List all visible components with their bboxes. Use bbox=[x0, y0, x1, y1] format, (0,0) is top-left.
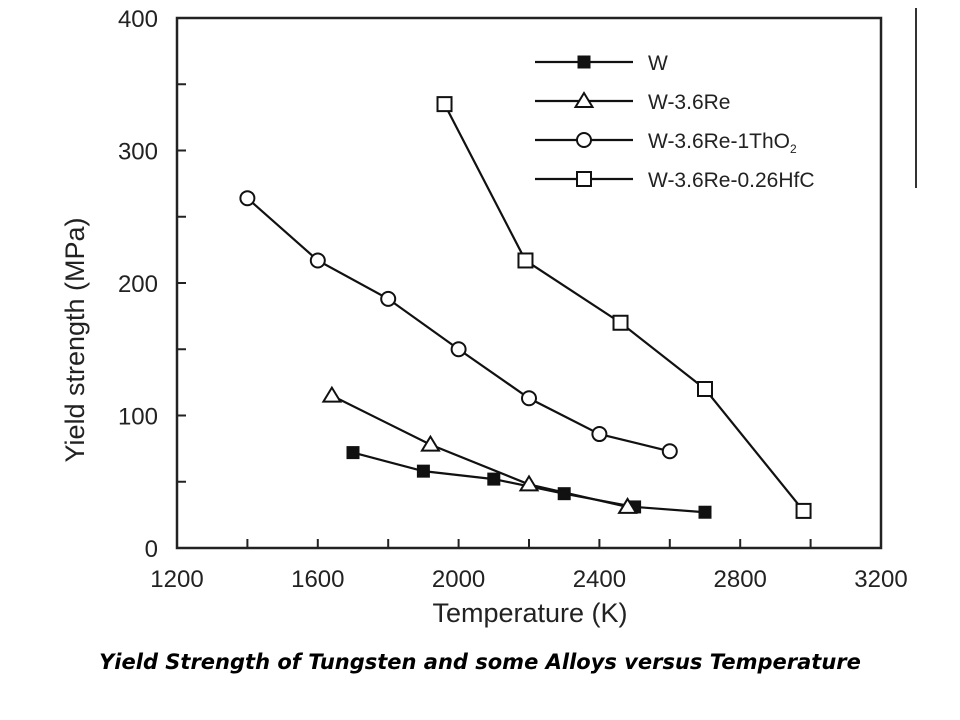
data-point bbox=[591, 426, 608, 443]
series-2 bbox=[321, 385, 638, 514]
data-point bbox=[239, 190, 256, 207]
data-point bbox=[661, 443, 678, 460]
series-line bbox=[331, 394, 628, 508]
data-point bbox=[795, 502, 812, 519]
legend-subscript: 2 bbox=[790, 142, 797, 156]
data-point bbox=[617, 496, 638, 514]
legend-item: W-3.6Re bbox=[535, 91, 730, 114]
axis-ticks: 1200 1600 2000 2400 2800 3200 0 100 200 300 400 bbox=[118, 6, 908, 593]
data-point bbox=[380, 290, 397, 307]
data-point bbox=[416, 464, 430, 478]
data-point bbox=[518, 474, 540, 492]
legend-label: W bbox=[648, 52, 668, 75]
y-axis-title: Yield strength (MPa) bbox=[60, 217, 90, 462]
legend-item: W bbox=[535, 52, 668, 75]
data-point bbox=[487, 472, 501, 486]
data-point bbox=[612, 314, 629, 331]
data-point bbox=[309, 252, 326, 269]
data-point bbox=[697, 381, 713, 397]
x-tick-label: 2800 bbox=[714, 566, 767, 593]
legend-marker bbox=[576, 171, 592, 187]
legend-marker bbox=[576, 132, 592, 148]
data-point bbox=[450, 341, 467, 358]
legend-label: W-3.6Re bbox=[648, 91, 730, 114]
y-tick-label: 100 bbox=[118, 404, 158, 431]
data-point bbox=[436, 96, 453, 113]
figure-caption: Yield Strength of Tungsten and some Allo… bbox=[99, 650, 861, 674]
y-tick-label: 400 bbox=[118, 6, 158, 33]
legend-marker bbox=[577, 55, 591, 69]
x-tick-label: 2400 bbox=[573, 566, 626, 593]
y-tick-label: 0 bbox=[145, 536, 158, 563]
series-line bbox=[246, 197, 671, 453]
legend: W W-3.6Re W-3.6Re-1ThO2 W-3.6Re-0.26HfC bbox=[535, 52, 815, 192]
frame-edge-line bbox=[915, 8, 917, 188]
y-tick-label: 300 bbox=[118, 139, 158, 166]
x-tick-label: 1600 bbox=[291, 566, 344, 593]
data-point bbox=[698, 505, 712, 519]
legend-label: W-3.6Re-1ThO2 bbox=[648, 130, 797, 156]
series-4 bbox=[436, 96, 812, 519]
x-tick-label: 1200 bbox=[150, 566, 203, 593]
data-point bbox=[517, 252, 534, 269]
legend-item: W-3.6Re-1ThO2 bbox=[535, 130, 797, 156]
plot-frame bbox=[175, 16, 883, 550]
series-3 bbox=[239, 190, 678, 460]
series-line bbox=[443, 103, 805, 512]
x-axis-title: Temperature (K) bbox=[432, 598, 627, 628]
data-point bbox=[521, 390, 537, 407]
x-tick-label: 3200 bbox=[854, 566, 907, 593]
y-tick-label: 200 bbox=[118, 271, 158, 298]
series-layer bbox=[239, 96, 812, 519]
legend-marker bbox=[573, 91, 595, 108]
data-point bbox=[321, 385, 343, 403]
data-point bbox=[346, 446, 360, 460]
x-tick-label: 2000 bbox=[432, 566, 485, 593]
legend-item: W-3.6Re-0.26HfC bbox=[535, 169, 815, 192]
legend-label: W-3.6Re-0.26HfC bbox=[648, 169, 815, 192]
data-point bbox=[420, 434, 441, 452]
